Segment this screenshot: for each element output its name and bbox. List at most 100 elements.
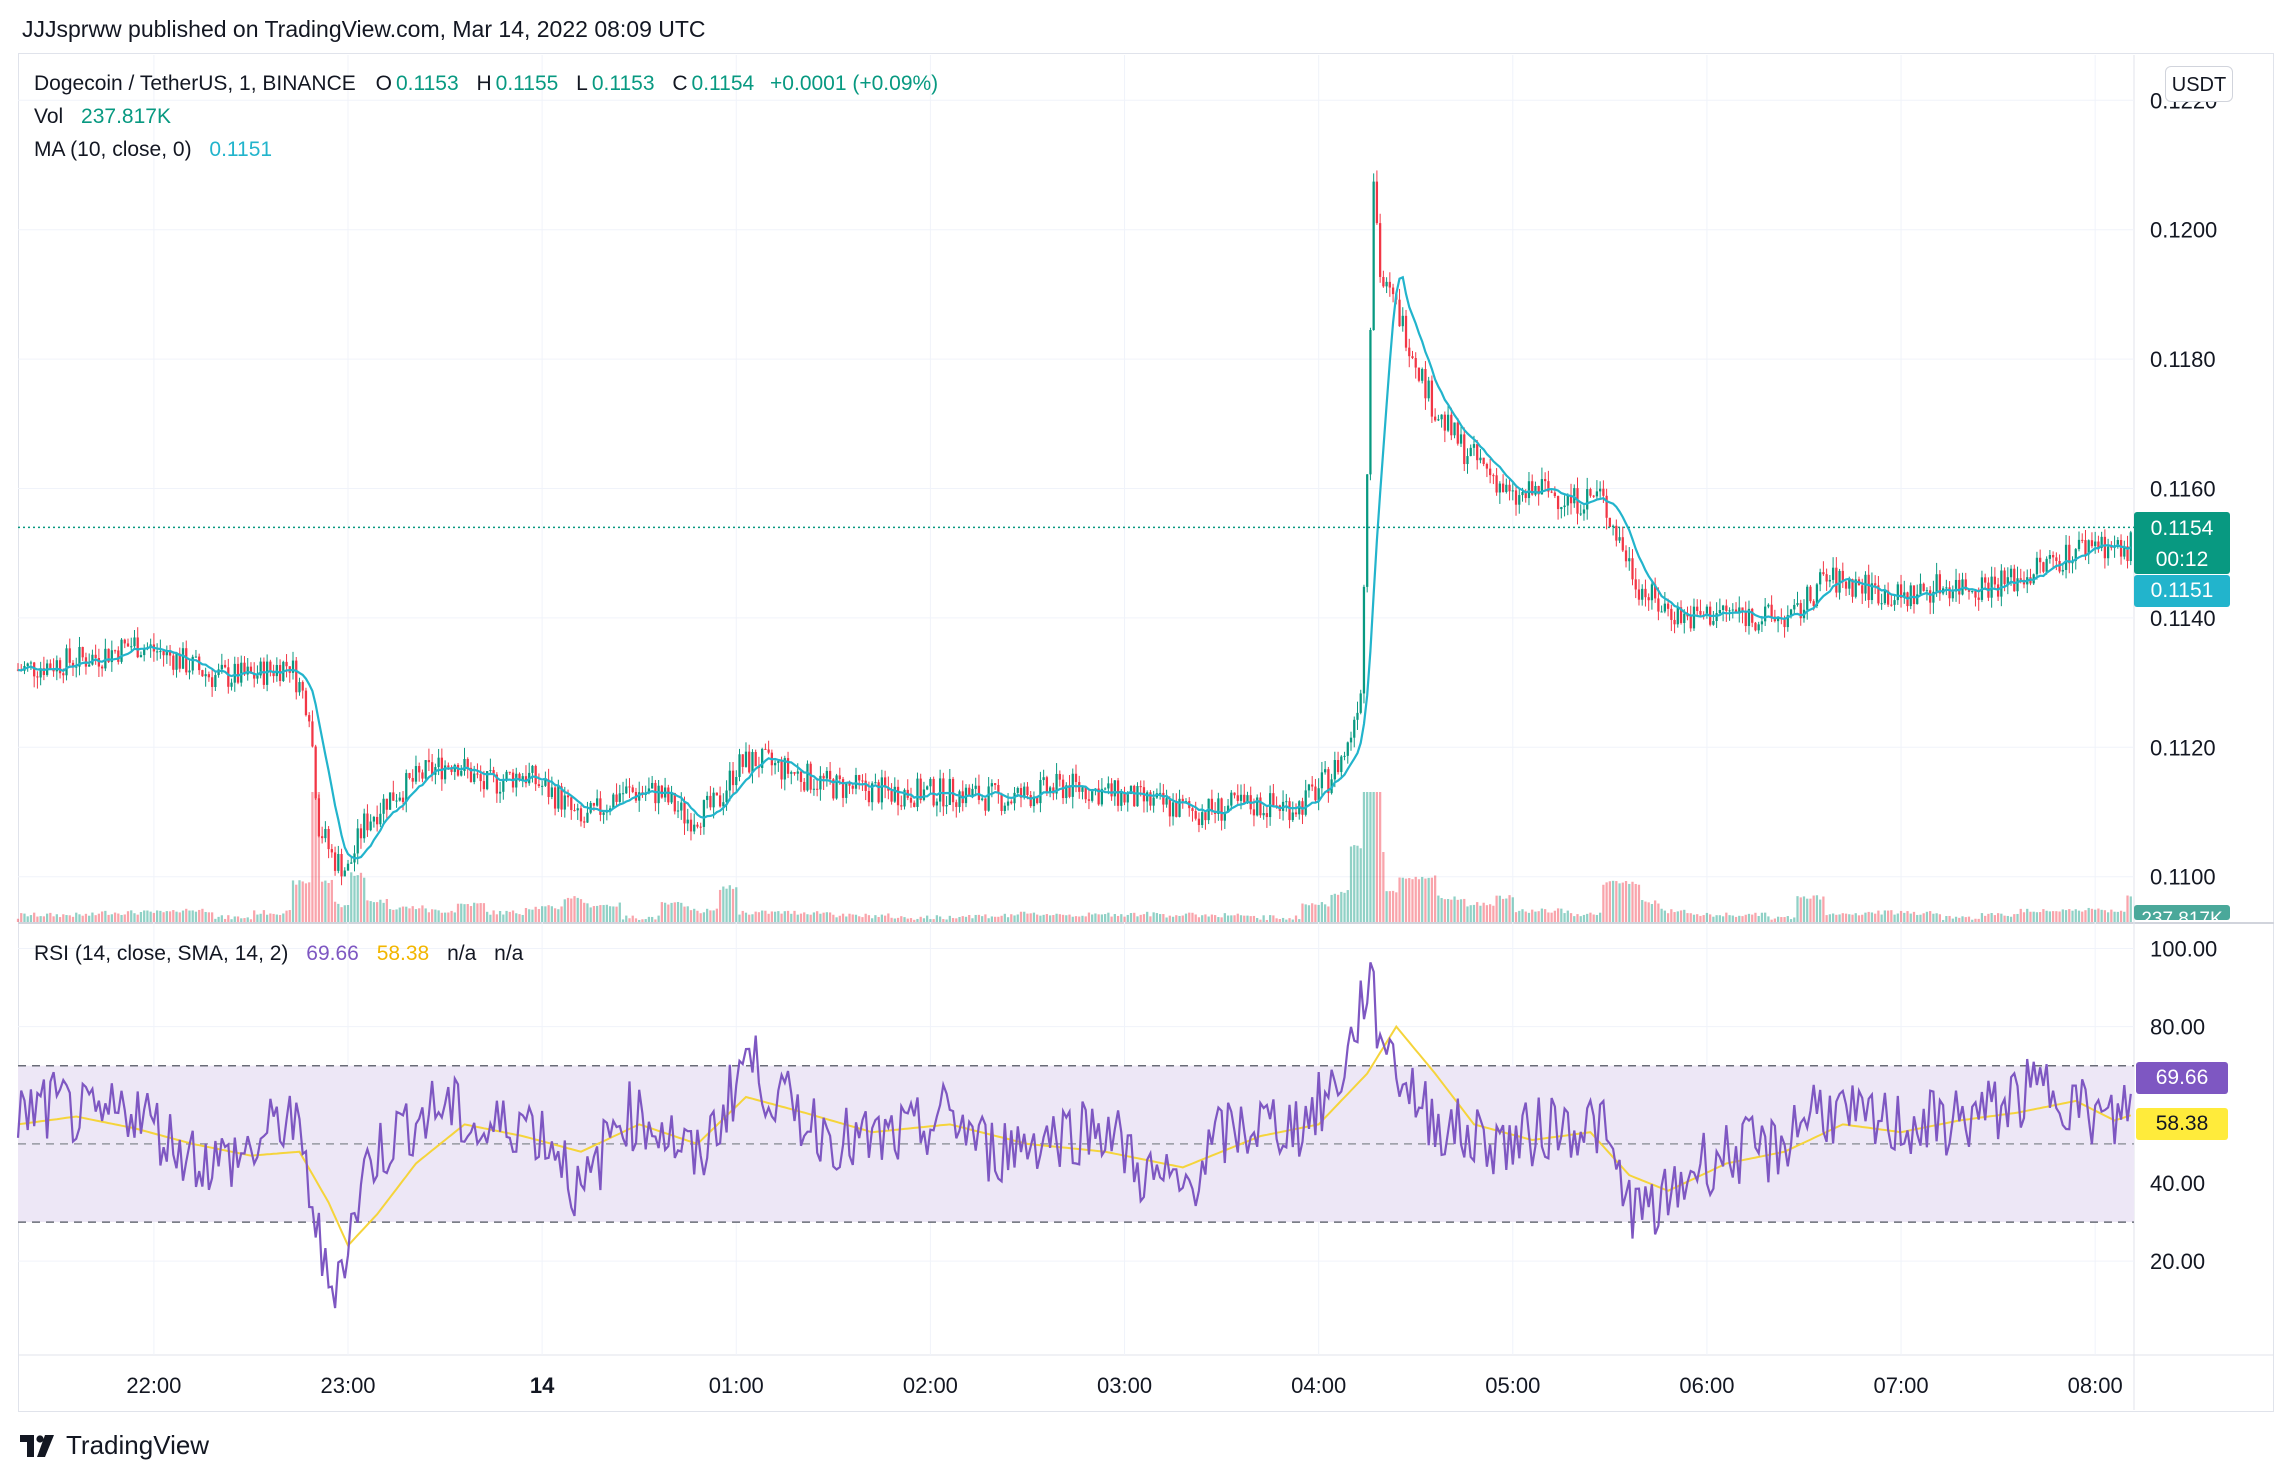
candle-body bbox=[443, 765, 447, 780]
volume-bar bbox=[660, 902, 663, 922]
time-tick-label: 23:00 bbox=[320, 1373, 375, 1398]
volume-bar bbox=[434, 909, 437, 922]
candle-body bbox=[893, 786, 896, 802]
volume-bar bbox=[932, 919, 935, 922]
candle-body bbox=[883, 777, 887, 788]
axes: 0.12200.12000.11800.11600.11400.11200.11… bbox=[126, 88, 2217, 1398]
volume-bar bbox=[498, 910, 502, 922]
volume-bar bbox=[1676, 911, 1679, 922]
volume-bar bbox=[2006, 915, 2009, 922]
volume-bar bbox=[421, 905, 424, 922]
volume-bar bbox=[473, 902, 476, 922]
candle-body bbox=[1323, 769, 1327, 773]
high-value: 0.1155 bbox=[495, 72, 559, 95]
candle-body bbox=[1508, 484, 1511, 492]
candle-body bbox=[1838, 570, 1841, 593]
volume-bar bbox=[1919, 914, 1922, 922]
rsi-na-2: n/a bbox=[494, 942, 524, 965]
candle-body bbox=[236, 663, 240, 683]
volume-bar bbox=[1802, 896, 1806, 922]
candle-body bbox=[447, 765, 450, 768]
volume-bar bbox=[757, 912, 761, 922]
candle-body bbox=[1107, 783, 1110, 789]
volume-bar bbox=[1721, 916, 1725, 922]
candle-body bbox=[592, 803, 596, 806]
candle-body bbox=[395, 800, 398, 802]
volume-bar bbox=[1631, 881, 1634, 922]
volume-bar bbox=[172, 910, 175, 922]
volume-bar bbox=[1437, 895, 1440, 922]
candle-body bbox=[100, 666, 104, 669]
volume-bar bbox=[1728, 915, 1731, 922]
volume-bar bbox=[586, 903, 589, 922]
volume-bar bbox=[188, 910, 191, 922]
candle-body bbox=[1388, 281, 1391, 288]
candle-body bbox=[1427, 380, 1430, 399]
candle-body bbox=[696, 824, 699, 827]
volume-bar bbox=[929, 919, 932, 922]
volume-bar bbox=[896, 917, 900, 922]
volume-bar bbox=[592, 906, 596, 922]
currency-button[interactable]: USDT bbox=[2165, 66, 2233, 102]
volume-bar bbox=[1705, 912, 1709, 922]
volume-bar bbox=[233, 916, 236, 922]
candle-body bbox=[1317, 788, 1320, 801]
volume-bar bbox=[1372, 792, 1375, 922]
candle-body bbox=[767, 749, 770, 753]
candle-body bbox=[1796, 603, 1799, 605]
volume-bar bbox=[2051, 911, 2055, 922]
volume-bar bbox=[1184, 913, 1188, 922]
volume-bar bbox=[1349, 846, 1353, 922]
volume-bar bbox=[770, 911, 773, 922]
volume-bar bbox=[62, 914, 65, 922]
volume-bar bbox=[1291, 919, 1294, 922]
candle-body bbox=[1641, 588, 1644, 600]
candle-body bbox=[1304, 790, 1307, 815]
candle-body bbox=[1586, 489, 1589, 510]
volume-bar bbox=[1582, 914, 1586, 922]
volume-bar bbox=[476, 903, 479, 922]
volume-bar bbox=[1336, 894, 1340, 922]
volume-bar bbox=[1362, 792, 1366, 922]
volume-bar bbox=[207, 912, 211, 922]
price-tick-label: 0.1140 bbox=[2150, 606, 2216, 631]
ma-value: 0.1151 bbox=[209, 138, 273, 161]
candle-body bbox=[139, 655, 143, 658]
volume-bar bbox=[265, 914, 269, 922]
change-value: +0.0001 (+0.09%) bbox=[770, 72, 939, 95]
candle-body bbox=[1133, 785, 1136, 807]
candle-body bbox=[777, 761, 780, 763]
volume-bar bbox=[1599, 912, 1602, 922]
volume-bar bbox=[1822, 896, 1825, 922]
volume-bar bbox=[1375, 792, 1379, 922]
volume-bar bbox=[1343, 892, 1346, 922]
volume-bar bbox=[537, 909, 541, 922]
volume-bar bbox=[1903, 912, 1906, 922]
candle-body bbox=[2106, 546, 2110, 559]
footer-branding: TradingView bbox=[20, 1430, 209, 1461]
volume-bar bbox=[1256, 917, 1259, 922]
candle-body bbox=[744, 751, 748, 767]
candle-body bbox=[1793, 604, 1796, 610]
candle-body bbox=[1540, 479, 1544, 495]
volume-bar bbox=[689, 910, 693, 922]
volume-bar bbox=[321, 881, 324, 922]
candle-body bbox=[1725, 605, 1728, 611]
volume-bar bbox=[1434, 875, 1437, 922]
volume-bar bbox=[1353, 845, 1356, 922]
volume-bar bbox=[1252, 915, 1256, 922]
volume-bar bbox=[2042, 909, 2045, 922]
candle-body bbox=[1903, 592, 1906, 598]
candle-body bbox=[968, 787, 971, 796]
candle-body bbox=[1579, 513, 1582, 515]
candle-body bbox=[612, 794, 615, 809]
candle-body bbox=[65, 648, 68, 676]
volume-bar bbox=[1194, 914, 1197, 922]
candle-body bbox=[1657, 598, 1660, 612]
volume-bar bbox=[997, 916, 1000, 922]
candle-body bbox=[1252, 809, 1256, 816]
volume-bar bbox=[379, 899, 382, 922]
volume-bar bbox=[1427, 877, 1430, 922]
candle-body bbox=[1223, 812, 1226, 821]
